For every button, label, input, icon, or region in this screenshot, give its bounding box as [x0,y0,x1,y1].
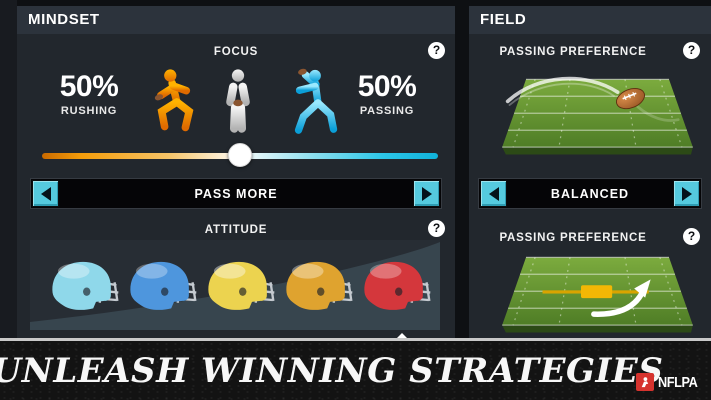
helmet-icon-reckless[interactable] [356,256,434,318]
focus-selector-next-button[interactable] [413,180,440,207]
footer-divider [0,338,711,341]
focus-slider[interactable] [42,142,438,170]
arrow-left-icon [488,186,499,201]
nflpa-wordmark: NFLPA [657,373,698,391]
focus-selector[interactable]: PASS MORE [30,178,442,209]
helmet-icon-calm[interactable] [44,256,122,318]
passing-preference-help-icon-2[interactable]: ? [683,228,700,245]
mindset-panel-title: MINDSET [17,6,455,34]
attitude-ramp-shape [30,242,440,330]
rusher-silhouette-icon [154,69,194,132]
field-selector-value: BALANCED [550,186,630,201]
focus-slider-thumb[interactable] [228,143,252,167]
arrow-right-icon [421,186,432,201]
focus-selector-prev-button[interactable] [32,180,59,207]
attitude-help-icon[interactable]: ? [428,220,445,237]
passing-label: PASSING [359,105,415,117]
field-route-illustration [502,256,693,333]
attitude-section-label: ATTITUDE [204,224,268,236]
neutral-player-silhouette-icon [226,69,250,133]
helmet-icon-aggressive[interactable] [278,256,356,318]
field-bounce-illustration [502,76,693,155]
arrow-left-icon [40,186,51,201]
field-selector[interactable]: BALANCED [478,178,702,209]
passing-preference-label-2: PASSING PREFERENCE [499,232,647,244]
helmet-icon-cool[interactable] [122,256,200,318]
focus-help-icon[interactable]: ? [428,42,445,59]
field-selector-next-button[interactable] [673,180,700,207]
passing-preference-label-1: PASSING PREFERENCE [499,46,647,58]
banner-headline: UNLEASH WINNING STRATEGIES [0,350,664,391]
field-panel-title: FIELD [469,6,711,34]
passing-stat: 50% PASSING [341,70,433,118]
left-margin-strip [0,0,17,338]
focus-selector-value: PASS MORE [194,186,278,201]
rushing-stat: 50% RUSHING [43,70,135,118]
nflpa-shield-icon [635,373,654,391]
rushing-percent: 50% [59,70,119,103]
field-panel: FIELD PASSING PREFERENCE ? [469,6,711,338]
rushing-label: RUSHING [60,105,118,117]
promo-banner: UNLEASH WINNING STRATEGIES NFLPA [0,341,711,400]
nflpa-logo: NFLPA [635,373,704,391]
helmet-icon-neutral[interactable] [200,256,278,318]
arrow-right-icon [681,186,692,201]
attitude-scale [30,240,440,330]
focus-section-label: FOCUS [213,46,259,58]
passer-silhouette-icon [294,68,338,134]
passing-preference-help-icon-1[interactable]: ? [683,42,700,59]
passing-percent: 50% [357,70,417,103]
field-selector-prev-button[interactable] [480,180,507,207]
mindset-panel: MINDSET FOCUS ? 50% RUSHING [17,6,455,344]
